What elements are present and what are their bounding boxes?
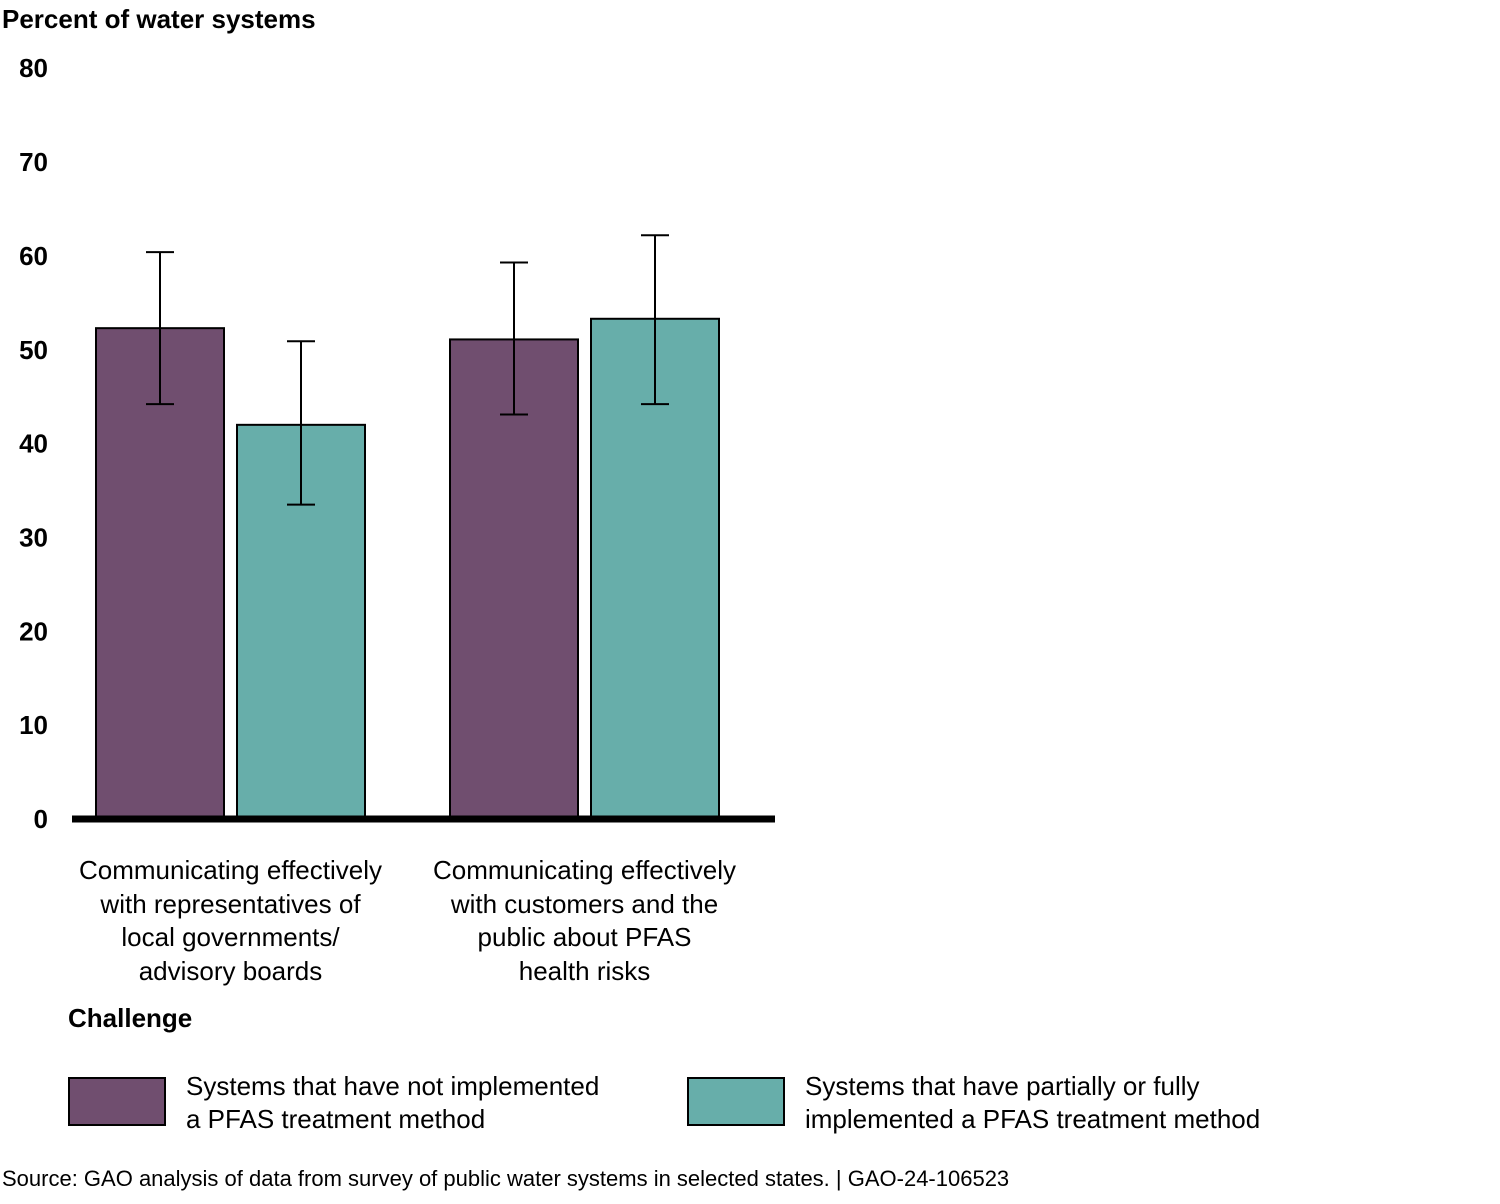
bar: [95, 327, 225, 820]
y-tick-label: 30: [19, 522, 48, 552]
legend-label: Systems that have not implemented a PFAS…: [186, 1071, 600, 1134]
y-axis-title: Percent of water systems: [2, 4, 316, 34]
legend-swatch: [687, 1077, 785, 1126]
y-tick-label: 70: [19, 147, 48, 177]
x-category-label: Communicating effectively with represent…: [79, 855, 382, 986]
y-tick-label: 40: [19, 429, 48, 459]
y-tick-label: 50: [19, 335, 48, 365]
error-bars: [146, 234, 669, 506]
legend-label: Systems that have partially or fully imp…: [805, 1071, 1261, 1134]
legend-swatch: [68, 1077, 166, 1126]
y-tick-label: 80: [19, 53, 48, 83]
source-note: Source: GAO analysis of data from survey…: [2, 1166, 1010, 1191]
y-tick-label: 60: [19, 241, 48, 271]
y-tick-label: 0: [34, 804, 48, 834]
y-tick-label: 20: [19, 616, 48, 646]
x-category-label: Communicating effectively with customers…: [433, 855, 736, 986]
bars: [95, 317, 720, 820]
x-axis-title: Challenge: [68, 1003, 193, 1033]
y-axis-ticks: 0 10 20 30 40 50 60 70 80: [19, 53, 48, 834]
y-tick-label: 10: [19, 710, 48, 740]
bar: [449, 338, 579, 820]
